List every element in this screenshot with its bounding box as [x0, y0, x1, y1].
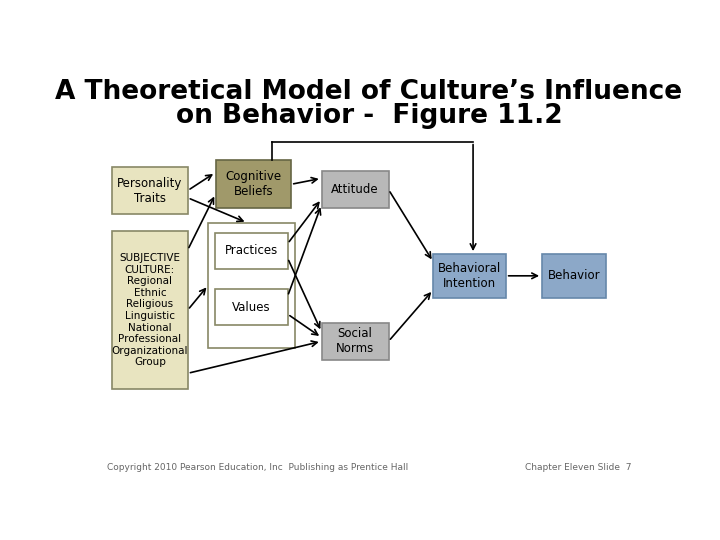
Text: Copyright 2010 Pearson Education, Inc  Publishing as Prentice Hall: Copyright 2010 Pearson Education, Inc Pu…: [107, 463, 408, 472]
FancyBboxPatch shape: [112, 231, 188, 389]
FancyBboxPatch shape: [322, 171, 389, 208]
FancyBboxPatch shape: [542, 254, 606, 298]
Text: Personality
Traits: Personality Traits: [117, 177, 183, 205]
Text: Values: Values: [232, 300, 271, 314]
FancyBboxPatch shape: [322, 322, 389, 360]
FancyBboxPatch shape: [433, 254, 505, 298]
Text: on Behavior -  Figure 11.2: on Behavior - Figure 11.2: [176, 103, 562, 129]
Text: Chapter Eleven Slide  7: Chapter Eleven Slide 7: [525, 463, 631, 472]
Text: Attitude: Attitude: [331, 183, 379, 196]
FancyBboxPatch shape: [112, 167, 188, 214]
Text: Cognitive
Beliefs: Cognitive Beliefs: [225, 170, 282, 198]
Text: SUBJECTIVE
CULTURE:
Regional
Ethnic
Religious
Linguistic
National
Professional
O: SUBJECTIVE CULTURE: Regional Ethnic Reli…: [112, 253, 188, 367]
Text: A Theoretical Model of Culture’s Influence: A Theoretical Model of Culture’s Influen…: [55, 79, 683, 105]
Text: Behavioral
Intention: Behavioral Intention: [438, 262, 501, 290]
Text: Social
Norms: Social Norms: [336, 327, 374, 355]
FancyBboxPatch shape: [215, 289, 287, 325]
Text: Practices: Practices: [225, 245, 278, 258]
FancyBboxPatch shape: [215, 233, 287, 268]
Text: Behavior: Behavior: [548, 269, 600, 282]
FancyBboxPatch shape: [208, 223, 294, 348]
FancyBboxPatch shape: [215, 160, 291, 208]
